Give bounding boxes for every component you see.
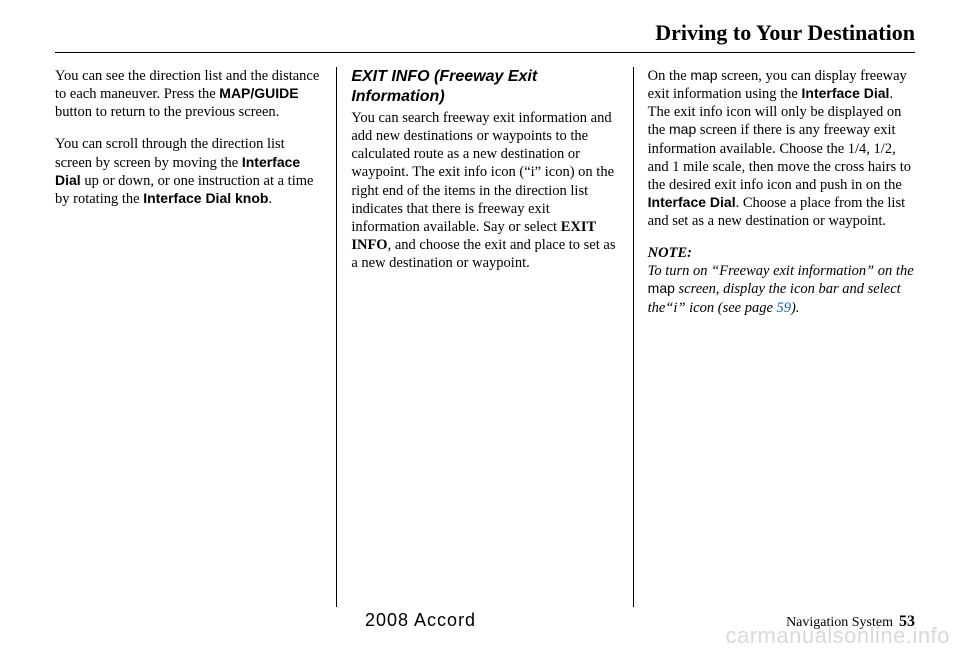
footer-right: Navigation System 53 xyxy=(786,613,915,631)
note-text: ). xyxy=(791,300,799,316)
columns-container: You can see the direction list and the d… xyxy=(55,67,915,617)
column-3: On the map screen, you can display freew… xyxy=(634,67,915,617)
body-text: button to return to the previous screen. xyxy=(55,104,279,120)
note-text: screen, display the icon bar and select … xyxy=(648,281,901,315)
footer: 2008 Accord Navigation System 53 xyxy=(0,610,960,631)
map-label: map xyxy=(690,67,717,83)
col1-para2: You can scroll through the direction lis… xyxy=(55,135,322,208)
body-text: . xyxy=(268,191,272,207)
nav-system-label: Navigation System xyxy=(786,615,893,630)
interface-dial-label: Interface Dial xyxy=(802,85,890,101)
map-label: map xyxy=(669,121,696,137)
page-ref-link[interactable]: 59 xyxy=(777,300,792,316)
note-text: To turn on “Freeway exit information” on… xyxy=(648,263,914,279)
map-label: map xyxy=(648,280,675,296)
col2-para1: You can search freeway exit information … xyxy=(351,109,618,272)
col1-para1: You can see the direction list and the d… xyxy=(55,67,322,121)
page-title: Driving to Your Destination xyxy=(55,20,915,46)
col3-para1: On the map screen, you can display freew… xyxy=(648,67,915,230)
note-label: NOTE: xyxy=(648,245,692,261)
model-year-label: 2008 Accord xyxy=(365,610,476,631)
page-container: Driving to Your Destination You can see … xyxy=(0,0,960,617)
column-2: EXIT INFO (Freeway Exit Information) You… xyxy=(337,67,632,617)
body-text: , and choose the exit and place to set a… xyxy=(351,237,615,271)
page-number: 53 xyxy=(899,613,915,630)
header-rule xyxy=(55,52,915,53)
body-text: On the xyxy=(648,68,691,84)
map-guide-label: MAP/GUIDE xyxy=(219,85,298,101)
footer-line: 2008 Accord Navigation System 53 xyxy=(55,610,915,631)
column-1: You can see the direction list and the d… xyxy=(55,67,336,617)
interface-dial-label: Interface Dial xyxy=(648,194,736,210)
note-block: NOTE: To turn on “Freeway exit informati… xyxy=(648,244,915,317)
body-text: You can search freeway exit information … xyxy=(351,110,614,235)
exit-info-heading: EXIT INFO (Freeway Exit Information) xyxy=(351,67,618,107)
interface-dial-knob-label: Interface Dial knob xyxy=(143,190,268,206)
